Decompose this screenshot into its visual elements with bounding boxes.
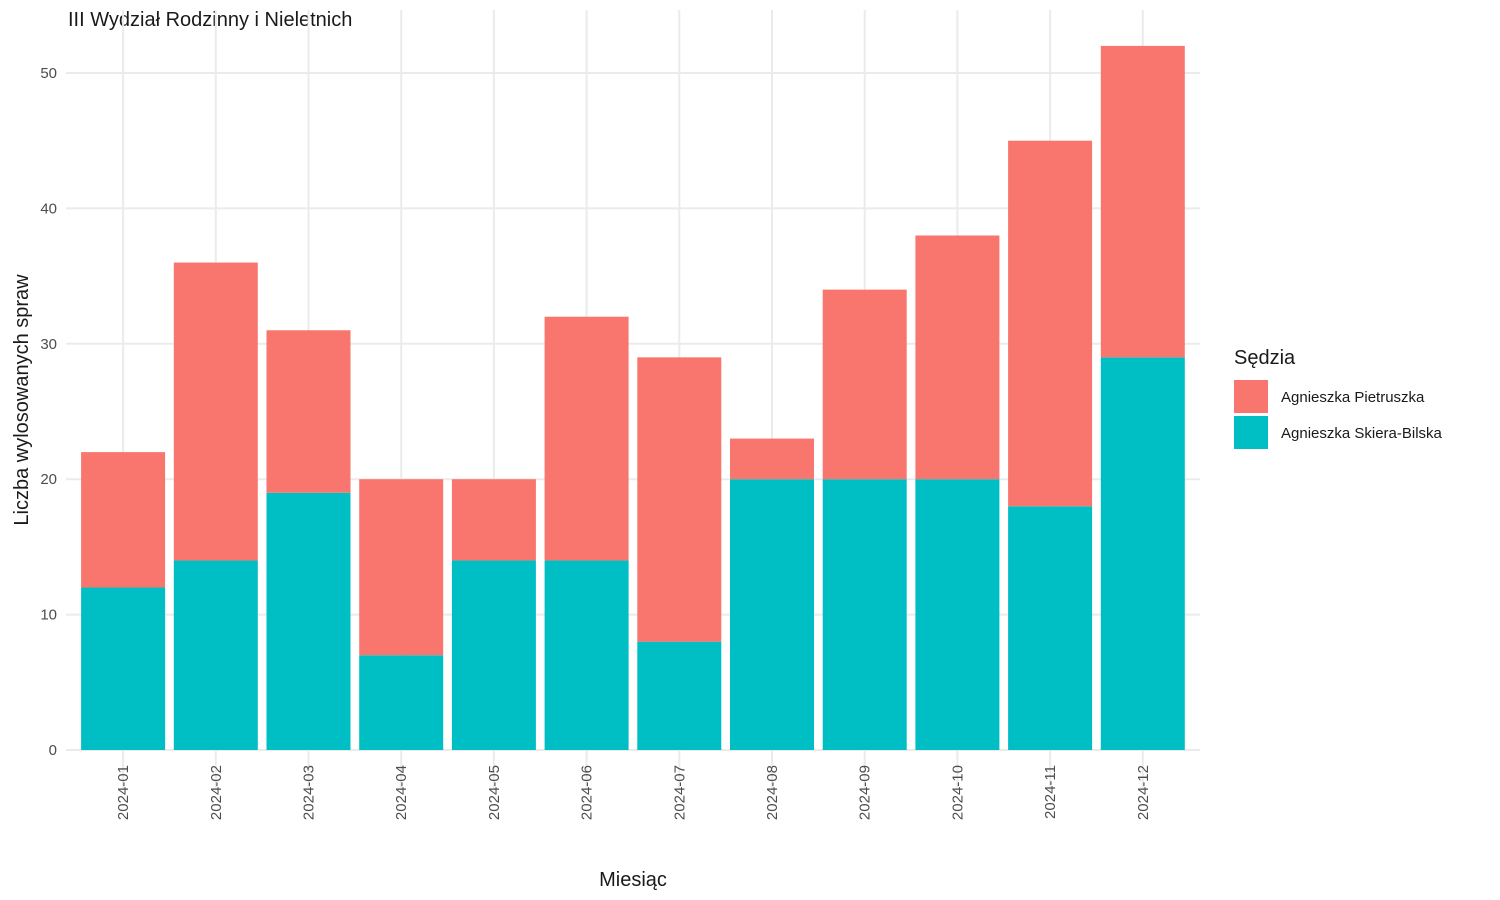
bar-segment-pietruszka: [915, 235, 1000, 480]
bar-segment-pietruszka: [266, 330, 351, 493]
bar-segment-skiera-bilska: [266, 492, 351, 750]
x-axis-title: Miesiąc: [599, 869, 667, 891]
x-tick-label: 2024-04: [393, 765, 410, 820]
y-tick-label: 20: [40, 471, 57, 488]
bar-segment-pietruszka: [81, 452, 166, 588]
legend-title: Sędzia: [1234, 347, 1296, 369]
legend-label: Agnieszka Pietruszka: [1281, 389, 1425, 406]
bar-segment-pietruszka: [544, 316, 629, 561]
bar-segment-skiera-bilska: [637, 641, 722, 750]
x-tick-label: 2024-11: [1042, 765, 1059, 819]
bar-segment-skiera-bilska: [1100, 357, 1185, 750]
legend: Sędzia Agnieszka Pietruszka Agnieszka Ski…: [1234, 347, 1443, 449]
x-tick-label: 2024-09: [857, 765, 874, 820]
y-tick-label: 10: [40, 607, 57, 624]
bar-segment-skiera-bilska: [822, 479, 907, 750]
bar-segment-skiera-bilska: [451, 560, 536, 750]
x-tick-label: 2024-10: [949, 765, 966, 820]
bar-segment-pietruszka: [173, 262, 258, 561]
bar-segment-skiera-bilska: [359, 655, 444, 750]
x-tick-label: 2024-08: [764, 765, 781, 820]
legend-label: Agnieszka Skiera-Bilska: [1281, 425, 1443, 442]
bar-segment-skiera-bilska: [915, 479, 1000, 750]
bar-segment-pietruszka: [730, 438, 814, 480]
x-tick-label: 2024-03: [301, 765, 318, 820]
y-axis-ticks: 0 10 20 30 40 50: [40, 65, 57, 759]
x-tick-label: 2024-12: [1135, 765, 1152, 820]
chart-title: III Wydział Rodzinny i Nieletnich: [68, 9, 352, 31]
x-tick-label: 2024-06: [579, 765, 596, 820]
bar-segment-skiera-bilska: [81, 587, 166, 750]
bars: [81, 45, 1185, 750]
y-axis-title: Liczba wylosowanych spraw: [11, 274, 33, 526]
bar-segment-skiera-bilska: [544, 560, 629, 750]
bar-segment-skiera-bilska: [1008, 506, 1093, 750]
y-tick-label: 40: [40, 200, 57, 217]
bar-segment-skiera-bilska: [730, 479, 814, 750]
x-axis-ticks: 2024-01 2024-02 2024-03 2024-04 2024-05 2024-…: [115, 765, 1152, 820]
x-tick-label: 2024-01: [115, 765, 132, 820]
bar-segment-pietruszka: [451, 479, 536, 561]
x-tick-label: 2024-05: [486, 765, 503, 820]
bar-segment-pietruszka: [1100, 45, 1185, 358]
bar-segment-pietruszka: [822, 289, 907, 480]
y-tick-label: 30: [40, 336, 57, 353]
y-tick-label: 0: [49, 742, 57, 759]
x-tick-label: 2024-02: [208, 765, 225, 820]
bar-segment-pietruszka: [1008, 140, 1093, 507]
legend-key: [1234, 380, 1268, 413]
bar-segment-skiera-bilska: [173, 560, 258, 750]
bar-segment-pietruszka: [359, 479, 444, 656]
x-tick-label: 2024-07: [671, 765, 688, 820]
bar-segment-pietruszka: [637, 357, 722, 642]
y-tick-label: 50: [40, 65, 57, 82]
legend-key: [1234, 416, 1268, 449]
